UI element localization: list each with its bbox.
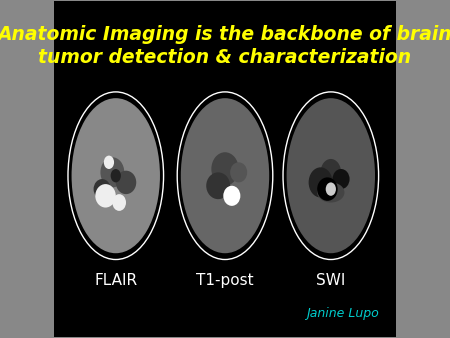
Ellipse shape	[177, 92, 273, 260]
Ellipse shape	[223, 186, 240, 206]
Text: FLAIR: FLAIR	[94, 273, 137, 288]
Ellipse shape	[317, 177, 338, 201]
Ellipse shape	[68, 92, 163, 260]
Text: Anatomic Imaging is the backbone of brain
tumor detection & characterization: Anatomic Imaging is the backbone of brai…	[0, 25, 450, 67]
Ellipse shape	[287, 98, 375, 253]
Ellipse shape	[326, 183, 336, 196]
Ellipse shape	[104, 155, 114, 169]
Ellipse shape	[95, 184, 116, 208]
Ellipse shape	[320, 159, 341, 186]
Ellipse shape	[112, 194, 126, 211]
Ellipse shape	[100, 157, 124, 188]
Ellipse shape	[317, 183, 344, 202]
Ellipse shape	[116, 171, 136, 194]
Ellipse shape	[181, 98, 269, 253]
Ellipse shape	[212, 152, 239, 186]
Text: SWI: SWI	[316, 273, 346, 288]
Text: T1-post: T1-post	[196, 273, 254, 288]
Ellipse shape	[206, 172, 230, 199]
Ellipse shape	[72, 98, 160, 253]
Ellipse shape	[230, 162, 247, 183]
Text: Janine Lupo: Janine Lupo	[306, 307, 378, 320]
Ellipse shape	[309, 167, 333, 197]
Ellipse shape	[111, 169, 121, 183]
Ellipse shape	[333, 169, 350, 189]
FancyBboxPatch shape	[54, 1, 396, 337]
Ellipse shape	[94, 179, 111, 199]
Ellipse shape	[283, 92, 378, 260]
